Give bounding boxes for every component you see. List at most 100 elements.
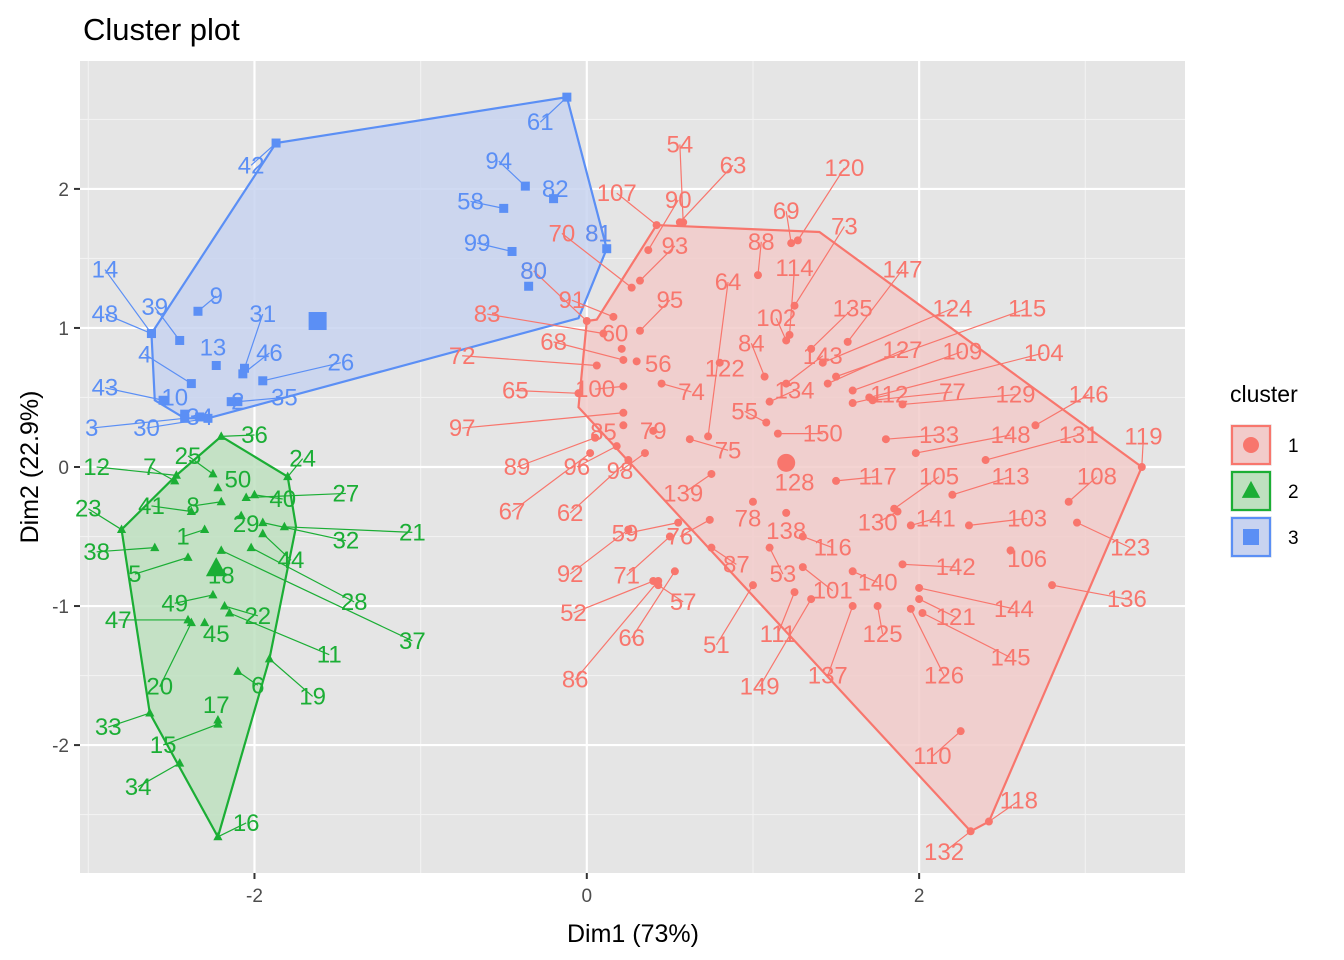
leader-line — [679, 519, 711, 538]
point-label: 131 — [1059, 422, 1099, 449]
label-leader-lines — [87, 96, 1145, 853]
point-label: 22 — [244, 603, 271, 630]
leader-line — [797, 167, 845, 241]
leader-line — [616, 192, 657, 226]
point-label: 18 — [208, 562, 235, 589]
data-point — [146, 329, 156, 339]
point-label: 78 — [735, 505, 762, 532]
leader-line — [802, 535, 833, 549]
data-point — [704, 432, 713, 441]
data-point — [1064, 497, 1073, 506]
point-label: 130 — [858, 510, 898, 537]
leader-line — [511, 452, 591, 512]
leader-line — [553, 341, 624, 361]
data-point — [649, 426, 658, 435]
data-point — [619, 408, 628, 417]
data-point — [670, 567, 679, 576]
point-label: 94 — [485, 148, 512, 175]
data-point — [175, 758, 185, 767]
point-label: 87 — [723, 551, 750, 578]
point-label: 50 — [225, 467, 252, 494]
data-point — [200, 617, 210, 627]
leader-line — [902, 394, 1016, 406]
data-point — [592, 361, 601, 370]
leader-line — [262, 522, 346, 542]
point-label: 96 — [563, 454, 590, 481]
x-axis-ticks: -2 0 2 — [246, 873, 924, 907]
data-point — [183, 552, 193, 561]
point-label: 102 — [756, 305, 796, 332]
leader-line — [162, 723, 219, 746]
data-point — [180, 413, 190, 423]
data-point — [644, 246, 653, 255]
leader-line — [835, 476, 878, 482]
point-label: 132 — [924, 839, 964, 866]
leader-line — [657, 584, 684, 603]
leader-line — [869, 352, 1044, 399]
data-point — [238, 369, 248, 379]
data-point — [790, 301, 799, 310]
point-label: 88 — [748, 229, 775, 256]
point-label: 19 — [299, 683, 326, 710]
data-point — [240, 363, 250, 373]
leader-line — [573, 580, 654, 614]
leader-line — [487, 313, 604, 335]
leader-line — [515, 389, 579, 394]
data-point — [793, 236, 802, 245]
y-axis-title: Dim2 (22.9%) — [16, 391, 44, 544]
data-point — [586, 449, 595, 458]
data-point — [956, 727, 965, 736]
point-label: 83 — [474, 301, 501, 328]
point-label: 60 — [602, 321, 629, 348]
leader-line — [569, 459, 629, 514]
leader-line — [872, 391, 953, 401]
point-label: 67 — [499, 498, 526, 525]
point-label: 79 — [640, 418, 667, 445]
leader-line — [470, 200, 504, 209]
leader-line — [932, 730, 962, 757]
leader-line — [462, 412, 624, 429]
point-label: 17 — [203, 692, 230, 719]
legend-label: 1 — [1288, 436, 1299, 457]
data-point — [748, 581, 757, 590]
point-label: 43 — [92, 375, 119, 402]
y-tick-label: 0 — [58, 458, 69, 479]
point-label: 117 — [858, 464, 896, 491]
point-label: 9 — [210, 283, 223, 310]
point-label: 101 — [813, 578, 853, 605]
point-label: 25 — [175, 443, 202, 470]
leader-line — [217, 822, 247, 838]
leader-line — [757, 241, 762, 276]
data-point — [807, 344, 816, 353]
leader-line — [151, 505, 192, 513]
data-point — [224, 607, 235, 617]
data-point — [753, 271, 762, 280]
data-point — [685, 435, 694, 444]
data-point — [279, 521, 289, 531]
data-point — [208, 468, 218, 478]
data-point — [216, 431, 226, 440]
point-label: 38 — [83, 539, 110, 566]
point-label: 73 — [831, 213, 858, 240]
leader-line — [715, 584, 754, 646]
leader-line — [571, 299, 614, 318]
point-label: 52 — [560, 600, 587, 627]
data-point — [258, 376, 268, 386]
point-label: 110 — [913, 743, 951, 770]
point-label: 59 — [612, 521, 639, 548]
leader-line — [220, 549, 413, 642]
data-point — [981, 456, 990, 465]
point-label: 34 — [125, 774, 152, 801]
point-label: 128 — [774, 469, 814, 496]
data-point — [582, 317, 591, 326]
leader-line — [711, 547, 737, 565]
leader-line — [104, 269, 152, 334]
leader-line — [661, 382, 692, 393]
y-axis-ticks: -2 -1 0 1 2 — [52, 180, 80, 757]
x-tick-label: 0 — [582, 886, 593, 907]
data-point — [848, 567, 857, 576]
leader-line — [885, 434, 940, 440]
data-point — [203, 413, 213, 423]
leader-line — [174, 594, 214, 604]
